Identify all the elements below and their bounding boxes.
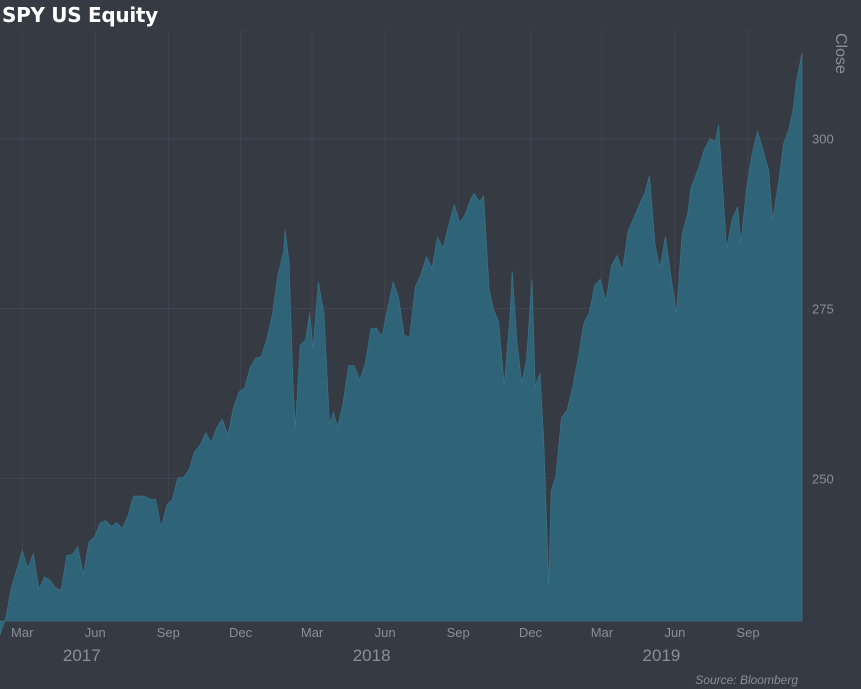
x-year-label: 2018 [353,646,391,665]
y-tick-label: 275 [812,302,834,317]
x-tick-label: Sep [736,625,759,640]
x-tick-label: Jun [375,625,396,640]
x-tick-label: Mar [591,625,614,640]
y-axis-label: Close [832,33,849,74]
x-tick-label: Dec [519,625,543,640]
x-tick-label: Sep [157,625,180,640]
x-tick-label: Dec [229,625,253,640]
x-tick-label: Jun [664,625,685,640]
x-year-label: 2019 [643,646,681,665]
close-area-series [0,52,803,635]
y-tick-label: 250 [812,471,834,486]
x-tick-label: Jun [85,625,106,640]
source-note: Source: Bloomberg [695,673,798,687]
x-tick-label: Mar [301,625,324,640]
x-year-label: 2017 [63,646,101,665]
y-tick-label: 300 [812,132,834,147]
x-tick-label: Mar [11,625,34,640]
chart-title: SPY US Equity [2,3,158,27]
x-tick-label: Sep [447,625,470,640]
